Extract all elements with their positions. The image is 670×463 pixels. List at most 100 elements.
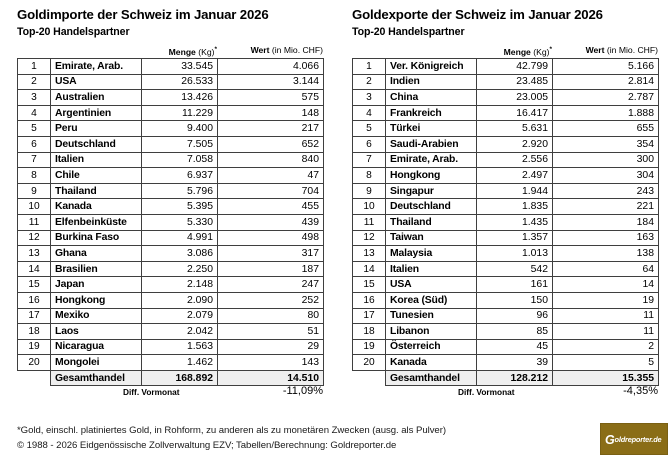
table-row: 15 Japan 2.148 247 bbox=[17, 276, 324, 293]
exports-value-header-strong: Wert bbox=[585, 45, 605, 55]
row-partner: USA bbox=[50, 73, 142, 91]
row-rank: 4 bbox=[352, 104, 386, 122]
footer-notes: *Gold, einschl. platiniertes Gold, in Ro… bbox=[17, 424, 577, 453]
goldreporter-logo: Goldreporter.de bbox=[600, 423, 668, 455]
table-row: 19 Österreich 45 2 bbox=[352, 338, 659, 356]
row-partner: Italien bbox=[50, 151, 142, 169]
table-row: 16 Hongkong 2.090 252 bbox=[17, 291, 324, 309]
row-quantity: 1.435 bbox=[476, 213, 553, 231]
exports-value-header: Wert (in Mio. CHF) bbox=[552, 44, 658, 56]
imports-panel: Goldimporte der Schweiz im Januar 2026 T… bbox=[0, 0, 335, 415]
row-rank: 2 bbox=[352, 73, 386, 91]
table-row: 6 Deutschland 7.505 652 bbox=[17, 135, 324, 153]
row-rank: 9 bbox=[17, 182, 51, 200]
row-value: 5.166 bbox=[552, 58, 659, 75]
row-partner: USA bbox=[385, 276, 477, 293]
row-value: 184 bbox=[552, 213, 659, 231]
row-rank: 19 bbox=[17, 338, 51, 356]
table-row: 4 Argentinien 11.229 148 bbox=[17, 104, 324, 122]
imports-quantity-header: Menge (Kg)* bbox=[101, 44, 217, 58]
row-rank: 12 bbox=[17, 229, 51, 247]
row-partner: Indien bbox=[385, 73, 477, 91]
row-value: 498 bbox=[217, 229, 324, 247]
table-row: 18 Libanon 85 11 bbox=[352, 323, 659, 340]
row-rank: 17 bbox=[17, 307, 51, 325]
table-row: 17 Tunesien 96 11 bbox=[352, 307, 659, 325]
row-partner: Nicaragua bbox=[50, 338, 142, 356]
imports-quantity-header-unit: (Kg) bbox=[195, 46, 215, 57]
total-rank-spacer bbox=[352, 370, 386, 386]
row-quantity: 45 bbox=[476, 338, 553, 356]
row-value: 1.888 bbox=[552, 104, 659, 122]
row-quantity: 23.485 bbox=[476, 73, 553, 91]
imports-table-body: 1 Emirate, Arab. 33.545 4.066 2 USA 26.533 3.1… bbox=[17, 58, 324, 387]
exports-column-headers: Menge (Kg)* Wert (in Mio. CHF) bbox=[352, 44, 658, 58]
exports-subtitle: Top-20 Handelspartner bbox=[352, 26, 465, 38]
table-row: 13 Ghana 3.086 317 bbox=[17, 245, 324, 262]
exports-table-body: 1 Ver. Königreich 42.799 5.166 2 Indien 23.48… bbox=[352, 58, 659, 387]
row-quantity: 96 bbox=[476, 307, 553, 325]
total-value: 15.355 bbox=[552, 369, 659, 387]
row-quantity: 1.563 bbox=[141, 338, 218, 356]
imports-table: 1 Emirate, Arab. 33.545 4.066 2 USA 26.533 3.1… bbox=[17, 58, 324, 387]
row-partner: Deutschland bbox=[385, 198, 477, 215]
row-quantity: 9.400 bbox=[141, 120, 218, 137]
footnote-copyright: © 1988 - 2026 Eidgenössische Zollverwalt… bbox=[17, 439, 397, 451]
imports-total-row: Gesamthandel 168.892 14.510 bbox=[17, 369, 324, 387]
exports-table: 1 Ver. Königreich 42.799 5.166 2 Indien 23.48… bbox=[352, 58, 659, 387]
row-partner: Elfenbeinküste bbox=[50, 213, 142, 231]
row-partner: Laos bbox=[50, 323, 142, 340]
row-value: 652 bbox=[217, 135, 324, 153]
table-row: 3 Australien 13.426 575 bbox=[17, 89, 324, 106]
row-value: 217 bbox=[217, 120, 324, 137]
row-rank: 4 bbox=[17, 104, 51, 122]
row-value: 187 bbox=[217, 260, 324, 278]
row-rank: 17 bbox=[352, 307, 386, 325]
imports-title: Goldimporte der Schweiz im Januar 2026 bbox=[17, 7, 269, 22]
table-row: 7 Italien 7.058 840 bbox=[17, 151, 324, 169]
row-rank: 1 bbox=[352, 58, 386, 75]
row-quantity: 1.013 bbox=[476, 245, 553, 262]
row-value: 243 bbox=[552, 182, 659, 200]
row-rank: 14 bbox=[352, 260, 386, 278]
row-value: 11 bbox=[552, 323, 659, 340]
table-row: 10 Kanada 5.395 455 bbox=[17, 198, 324, 215]
table-row: 13 Malaysia 1.013 138 bbox=[352, 245, 659, 262]
table-row: 7 Emirate, Arab. 2.556 300 bbox=[352, 151, 659, 169]
row-quantity: 85 bbox=[476, 323, 553, 340]
total-label: Gesamthandel bbox=[50, 369, 142, 387]
row-partner: Hongkong bbox=[50, 291, 142, 309]
table-row: 2 Indien 23.485 2.814 bbox=[352, 73, 659, 91]
row-partner: Mexiko bbox=[50, 307, 142, 325]
row-quantity: 33.545 bbox=[141, 58, 218, 75]
row-partner: Deutschland bbox=[50, 135, 142, 153]
logo-wordmark: oldreporter.de bbox=[614, 435, 662, 444]
row-partner: Burkina Faso bbox=[50, 229, 142, 247]
total-value: 14.510 bbox=[217, 369, 324, 387]
row-rank: 15 bbox=[17, 276, 51, 293]
footnote-gold-definition: *Gold, einschl. platiniertes Gold, in Ro… bbox=[17, 425, 447, 436]
row-partner: Hongkong bbox=[385, 167, 477, 184]
row-value: 439 bbox=[217, 213, 324, 231]
row-rank: 3 bbox=[17, 89, 51, 106]
table-row: 16 Korea (Süd) 150 19 bbox=[352, 291, 659, 309]
table-row: 15 USA 161 14 bbox=[352, 276, 659, 293]
row-rank: 8 bbox=[352, 167, 386, 184]
row-value: 14 bbox=[552, 276, 659, 293]
table-row: 19 Nicaragua 1.563 29 bbox=[17, 338, 324, 356]
row-quantity: 2.148 bbox=[141, 276, 218, 293]
table-row: 11 Elfenbeinküste 5.330 439 bbox=[17, 213, 324, 231]
table-row: 14 Italien 542 64 bbox=[352, 260, 659, 278]
table-row: 5 Peru 9.400 217 bbox=[17, 120, 324, 137]
row-partner: Italien bbox=[385, 260, 477, 278]
row-value: 51 bbox=[217, 323, 324, 340]
table-row: 9 Singapur 1.944 243 bbox=[352, 182, 659, 200]
row-partner: Frankreich bbox=[385, 104, 477, 122]
exports-diff-label: Diff. Vormonat bbox=[458, 387, 515, 397]
total-quantity: 168.892 bbox=[141, 369, 218, 387]
table-row: 8 Chile 6.937 47 bbox=[17, 167, 324, 184]
row-partner: Taiwan bbox=[385, 229, 477, 247]
row-partner: Thailand bbox=[50, 182, 142, 200]
row-partner: Mongolei bbox=[50, 354, 142, 371]
row-quantity: 5.330 bbox=[141, 213, 218, 231]
